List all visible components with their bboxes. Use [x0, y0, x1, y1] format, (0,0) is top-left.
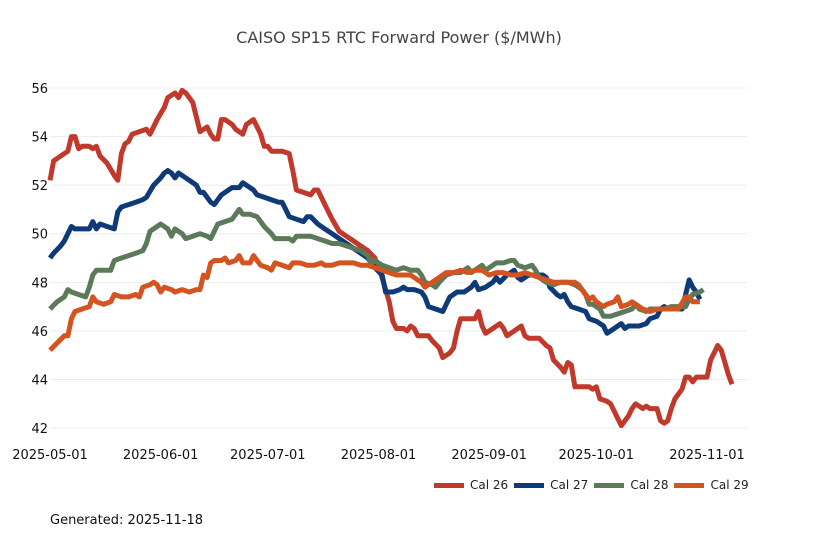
legend-swatch [434, 482, 464, 488]
x-tick-label: 2025-08-01 [341, 448, 417, 463]
generated-date-note: Generated: 2025-11-18 [50, 513, 204, 528]
legend-swatch [674, 482, 705, 488]
y-tick-label: 46 [31, 325, 48, 340]
y-tick-label: 50 [31, 228, 48, 243]
series-line-cal-29 [48, 253, 700, 353]
x-tick-label: 2025-05-01 [12, 448, 88, 463]
legend-label: Cal 27 [550, 478, 589, 492]
series-lines [47, 87, 735, 429]
legend-label: Cal 28 [630, 478, 669, 492]
legend: Cal 26 Cal 27 Cal 28 Cal 29 [434, 478, 755, 492]
legend-item-cal-29: Cal 29 [674, 478, 749, 492]
y-tick-label: 42 [31, 422, 48, 437]
x-axis-ticks: 2025-05-01 2025-06-01 2025-07-01 2025-08-01… [12, 448, 745, 463]
y-tick-label: 54 [31, 131, 48, 146]
y-tick-label: 56 [31, 82, 48, 97]
x-tick-label: 2025-11-01 [669, 448, 745, 463]
x-tick-label: 2025-10-01 [559, 448, 635, 463]
series-line-cal-26 [47, 87, 735, 429]
x-tick-label: 2025-06-01 [123, 448, 199, 463]
legend-item-cal-28: Cal 28 [594, 478, 668, 492]
y-axis-ticks: 42 44 46 48 50 52 54 56 [31, 82, 48, 437]
x-tick-label: 2025-07-01 [230, 448, 306, 463]
y-tick-label: 44 [31, 373, 48, 388]
legend-item-cal-27: Cal 27 [514, 478, 588, 492]
legend-item-cal-26: Cal 26 [434, 478, 508, 492]
x-tick-label: 2025-09-01 [451, 448, 527, 463]
y-tick-label: 48 [31, 276, 48, 291]
legend-swatch [514, 482, 545, 488]
series-line-cal-27 [47, 168, 703, 336]
grid-lines [50, 87, 747, 429]
legend-label: Cal 26 [470, 478, 509, 492]
legend-swatch [594, 482, 625, 488]
y-tick-label: 52 [31, 179, 48, 194]
chart-title: CAISO SP15 RTC Forward Power ($/MWh) [236, 28, 562, 47]
legend-label: Cal 29 [710, 478, 749, 492]
series-line-cal-28 [48, 206, 705, 319]
